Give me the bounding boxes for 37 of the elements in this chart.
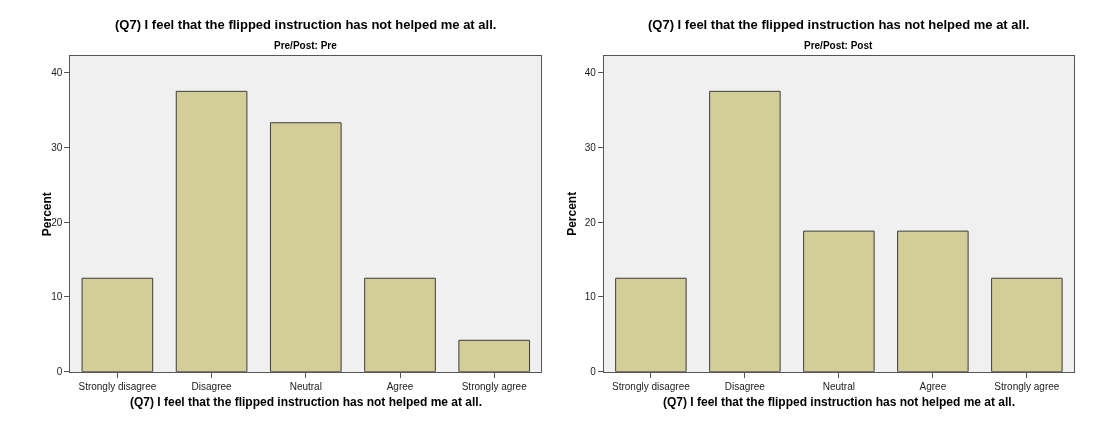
x-axis-title: (Q7) I feel that the flipped instruction has not helped me at all. xyxy=(663,395,1016,409)
bar xyxy=(897,230,969,372)
x-tick-label: Strongly agree xyxy=(461,380,528,392)
y-tick-label: 10 xyxy=(584,291,597,303)
bar xyxy=(175,90,248,372)
x-tick-label: Disagree xyxy=(724,380,766,392)
y-tick-label: 20 xyxy=(584,216,597,228)
x-tick-label: Strongly disagree xyxy=(78,380,157,392)
bar xyxy=(458,339,531,372)
bar xyxy=(991,277,1063,372)
bar xyxy=(81,277,154,372)
chart-title: (Q7) I feel that the flipped instruction has not helped me at all. xyxy=(115,17,497,32)
y-tick-label: 10 xyxy=(51,291,63,303)
y-tick-label: 40 xyxy=(584,67,597,79)
x-tick-label: Neutral xyxy=(289,380,322,392)
y-tick-label: 0 xyxy=(56,366,63,378)
y-tick-label: 30 xyxy=(51,141,63,153)
bar xyxy=(364,277,436,372)
y-axis-title: Percent xyxy=(564,191,579,236)
y-tick-label: 0 xyxy=(590,366,597,378)
y-tick-label: 20 xyxy=(51,216,63,228)
x-tick-label: Disagree xyxy=(191,380,233,392)
chart-title: (Q7) I feel that the flipped instruction has not helped me at all. xyxy=(648,17,1030,32)
y-tick-label: 40 xyxy=(51,67,63,79)
bar xyxy=(709,90,781,372)
bar xyxy=(615,277,687,372)
chart-subtitle: Pre/Post: Post xyxy=(804,40,874,51)
x-tick-label: Agree xyxy=(919,380,947,392)
y-tick-label: 30 xyxy=(584,141,597,153)
x-tick-label: Agree xyxy=(386,380,414,392)
bar xyxy=(803,230,875,372)
bar xyxy=(269,122,342,372)
x-tick-label: Neutral xyxy=(822,380,855,392)
x-tick-label: Strongly disagree xyxy=(611,380,691,392)
chart-subtitle: Pre/Post: Pre xyxy=(274,40,338,51)
x-tick-label: Strongly agree xyxy=(994,380,1060,392)
x-axis-title: (Q7) I feel that the flipped instruction has not helped me at all. xyxy=(130,395,483,409)
